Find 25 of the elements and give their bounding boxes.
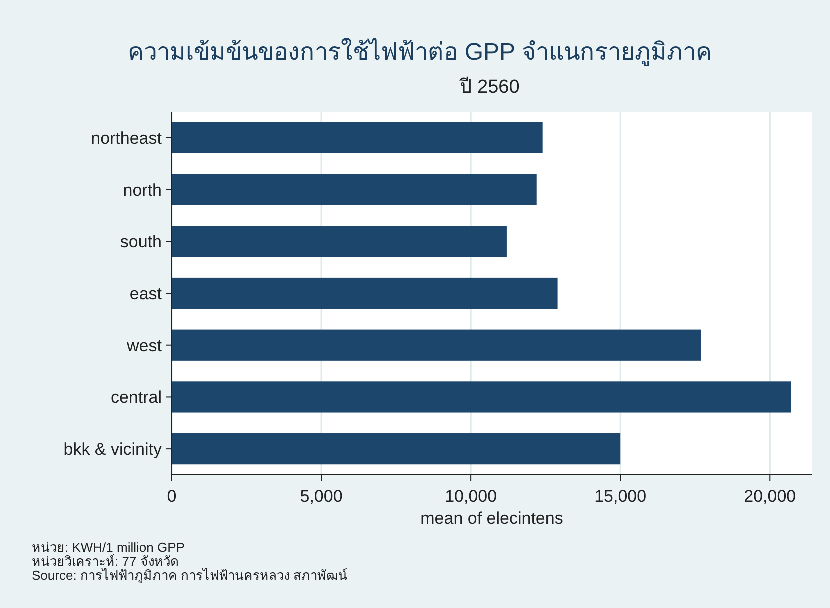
bar	[172, 434, 621, 465]
source-note: Source: การไฟฟ้าภูมิภาค การไฟฟ้านครหลวง สภาพัฒน์	[32, 568, 348, 584]
y-tick-label: east	[130, 284, 162, 304]
y-tick-label: west	[126, 336, 162, 356]
x-tick-label: 0	[167, 487, 177, 506]
bar	[172, 226, 507, 258]
bar	[172, 330, 702, 361]
y-tick-label: bkk & vicinity	[64, 440, 162, 460]
x-tick-label: 15,000	[594, 487, 647, 506]
x-tick-label: 10,000	[445, 487, 498, 506]
bar	[172, 278, 558, 310]
bar	[172, 382, 792, 413]
bar	[172, 122, 543, 154]
y-tick-label: north	[123, 180, 162, 200]
y-tick-label: central	[110, 388, 162, 408]
chart-title: ความเข้มข้นของการใช้ไฟฟ้าต่อ GPP จำแนกรายภูมิภาค	[128, 38, 712, 67]
x-tick-label: 20,000	[744, 487, 796, 506]
y-tick-label: south	[120, 232, 162, 252]
text: หน่วยวิเคราะห์: 77 จังหวัด	[32, 554, 178, 569]
bar	[172, 174, 537, 206]
text: หน่วย: KWH/1 million GPP	[32, 540, 185, 555]
x-tick-label: 5,000	[300, 487, 343, 506]
chart-subtitle: ปี 2560	[459, 76, 520, 98]
x-axis-title: mean of elecintens	[420, 509, 564, 528]
y-tick-label: northeast	[91, 128, 162, 148]
